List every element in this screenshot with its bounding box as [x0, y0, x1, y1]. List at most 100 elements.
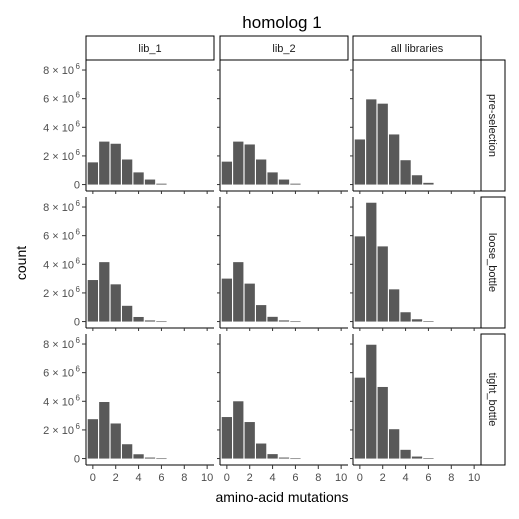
x-tick-label: 2 [380, 472, 386, 484]
y-tick-exponent: 6 [76, 62, 81, 71]
bar [87, 280, 98, 322]
chart-title: homolog 1 [242, 13, 321, 32]
bar [411, 456, 423, 459]
y-tick-exponent: 6 [76, 422, 81, 431]
bar [366, 202, 377, 322]
facet-strip-label-col: all libraries [391, 43, 444, 55]
y-tick-exponent: 6 [76, 256, 81, 265]
x-tick-label: 2 [247, 472, 253, 484]
y-tick-label: 4 × 10 [43, 396, 74, 408]
y-tick-exponent: 6 [76, 199, 81, 208]
y-tick-label: 8 × 10 [43, 65, 74, 77]
bar [366, 344, 377, 459]
bar [377, 386, 388, 459]
facet-strip-label-row: pre-selection [486, 94, 498, 157]
bar [244, 422, 255, 459]
bar [233, 401, 244, 459]
bar [110, 284, 121, 322]
facet-strip-label-col: lib_2 [272, 43, 295, 55]
y-tick-label: 2 × 10 [43, 425, 74, 437]
x-tick-label: 0 [357, 472, 363, 484]
y-tick-label: 0 [74, 317, 80, 329]
y-tick-label: 0 [74, 180, 80, 192]
bar [133, 172, 144, 185]
bar [110, 143, 121, 185]
x-tick-label: 10 [201, 472, 213, 484]
y-tick-label: 2 × 10 [43, 151, 74, 163]
bar [99, 141, 110, 185]
bar [244, 144, 255, 185]
facet-strip-col [352, 35, 482, 61]
bar [411, 319, 423, 322]
bar [221, 278, 232, 322]
bar [389, 429, 400, 459]
facet-strip-col [85, 35, 215, 61]
x-tick-label: 6 [292, 472, 298, 484]
y-tick-exponent: 6 [76, 148, 81, 157]
bar [278, 179, 290, 185]
bar [244, 283, 255, 322]
facet-strip-col [219, 35, 349, 61]
bar [256, 443, 267, 459]
bar [423, 458, 434, 459]
y-tick-label: 6 × 10 [43, 231, 74, 243]
bar [99, 402, 110, 459]
x-tick-label: 4 [403, 472, 409, 484]
y-tick-label: 8 × 10 [43, 202, 74, 214]
facet-panels: lib_1 lib_2 all libraries pre-selection loos… [43, 35, 506, 484]
x-tick-label: 8 [448, 472, 454, 484]
bar [87, 419, 98, 459]
bar [278, 320, 290, 322]
x-tick-label: 10 [335, 472, 347, 484]
bar [354, 236, 365, 322]
x-tick-label: 0 [224, 472, 230, 484]
bar [233, 262, 244, 322]
bar [366, 99, 377, 185]
facet-strip-label-row: tight_bottle [486, 373, 498, 427]
x-tick-label: 2 [113, 472, 119, 484]
y-tick-exponent: 6 [76, 119, 81, 128]
y-tick-label: 4 × 10 [43, 122, 74, 134]
x-tick-label: 6 [425, 472, 431, 484]
y-tick-exponent: 6 [76, 393, 81, 402]
x-tick-label: 10 [468, 472, 480, 484]
bar [256, 305, 267, 322]
y-tick-exponent: 6 [76, 285, 81, 294]
bar [233, 141, 244, 185]
bar [133, 316, 144, 322]
bar [411, 175, 423, 185]
bar [156, 321, 167, 323]
facet-strip-row [480, 196, 506, 329]
x-tick-label: 4 [136, 472, 142, 484]
bar [110, 423, 121, 459]
y-tick-exponent: 6 [76, 228, 81, 237]
y-tick-label: 4 × 10 [43, 259, 74, 271]
bar [133, 454, 144, 459]
bar [144, 457, 156, 459]
x-tick-label: 8 [315, 472, 321, 484]
bar [156, 458, 167, 460]
bar [354, 377, 365, 459]
bar [389, 134, 400, 185]
bar [122, 305, 133, 322]
bar [122, 444, 133, 459]
bar [87, 162, 98, 185]
x-tick-label: 6 [158, 472, 164, 484]
bar [377, 103, 388, 185]
bar [256, 159, 267, 185]
y-tick-exponent: 6 [76, 365, 81, 374]
bar [290, 183, 301, 185]
bar [267, 316, 278, 322]
facet-strip-row [480, 59, 506, 192]
y-tick-exponent: 6 [76, 336, 81, 345]
bar [122, 159, 133, 185]
bar [156, 183, 167, 185]
bar [144, 320, 156, 322]
y-tick-label: 6 × 10 [43, 94, 74, 106]
bar [267, 454, 278, 459]
x-tick-label: 8 [181, 472, 187, 484]
facet-strip-label-col: lib_1 [138, 43, 161, 55]
bar [423, 321, 434, 322]
bar [290, 321, 301, 323]
